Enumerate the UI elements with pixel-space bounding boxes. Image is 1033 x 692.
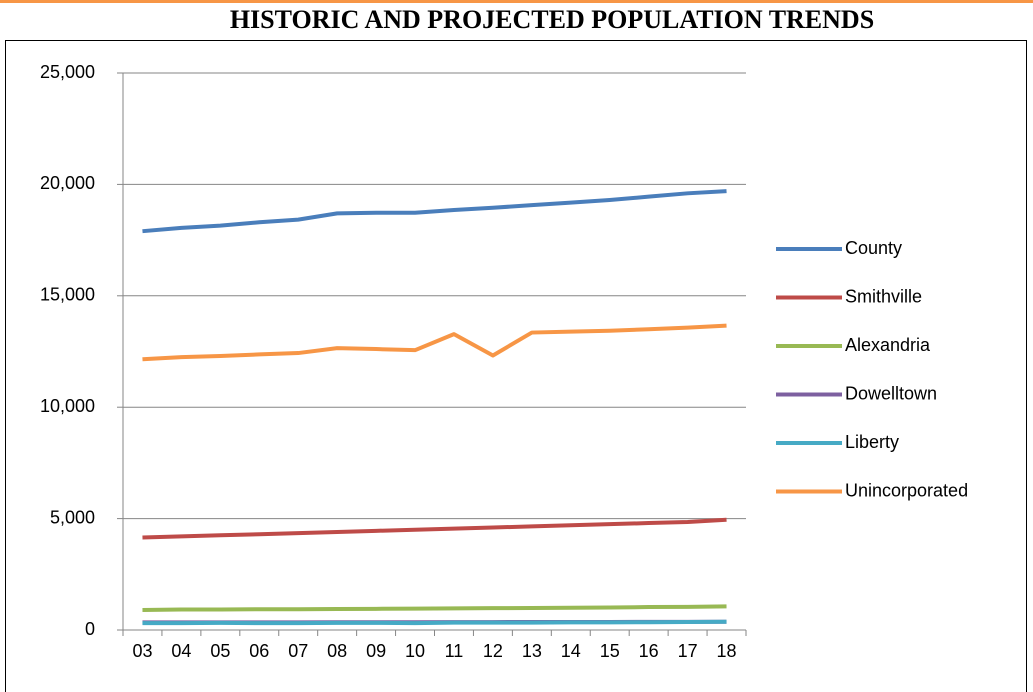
- legend-label: Alexandria: [845, 335, 931, 355]
- x-tick-label: 15: [600, 641, 620, 661]
- lines: [142, 189, 727, 626]
- legend-label: Dowelltown: [845, 383, 937, 403]
- x-tick-label: 07: [288, 641, 308, 661]
- x-tick-label: 13: [522, 641, 542, 661]
- chart-title: HISTORIC AND PROJECTED POPULATION TRENDS: [230, 5, 874, 34]
- x-tick-label: 04: [171, 641, 191, 661]
- x-tick-label: 14: [561, 641, 581, 661]
- top-rule: [0, 0, 1033, 3]
- series-line: [142, 323, 727, 362]
- y-tick-label: 10,000: [40, 396, 95, 416]
- x-tick-label: 06: [249, 641, 269, 661]
- legend-label: Liberty: [845, 432, 899, 452]
- x-tick-label: 09: [366, 641, 386, 661]
- legend-label: Unincorporated: [845, 480, 968, 500]
- y-tick-label: 5,000: [50, 507, 95, 527]
- x-tick-label: 16: [639, 641, 659, 661]
- x-tick-label: 03: [132, 641, 152, 661]
- legend: County Smithville Alexandria Dowelltown Libe…: [776, 238, 968, 500]
- series-line: [142, 517, 727, 540]
- x-tick-label: 12: [483, 641, 503, 661]
- x-tick-label: 08: [327, 641, 347, 661]
- legend-label: Smithville: [845, 286, 922, 306]
- y-tick-label: 15,000: [40, 285, 95, 305]
- series-line: [142, 189, 727, 234]
- chart-frame: [5, 40, 1027, 692]
- x-tick-label: 10: [405, 641, 425, 661]
- grid: 0 5,000 10,000 15,000 20,000 25,000 03 04 05 06 07…: [40, 62, 747, 661]
- y-tick-label: 25,000: [40, 62, 95, 82]
- series-line: [142, 619, 727, 626]
- x-tick-label: 05: [210, 641, 230, 661]
- y-tick-label: 20,000: [40, 173, 95, 193]
- legend-label: County: [845, 238, 902, 258]
- y-tick-label: 0: [85, 619, 95, 639]
- x-tick-label: 17: [678, 641, 698, 661]
- x-tick-label: 11: [445, 641, 464, 661]
- series-line: [142, 604, 727, 612]
- x-tick-label: 18: [717, 641, 737, 661]
